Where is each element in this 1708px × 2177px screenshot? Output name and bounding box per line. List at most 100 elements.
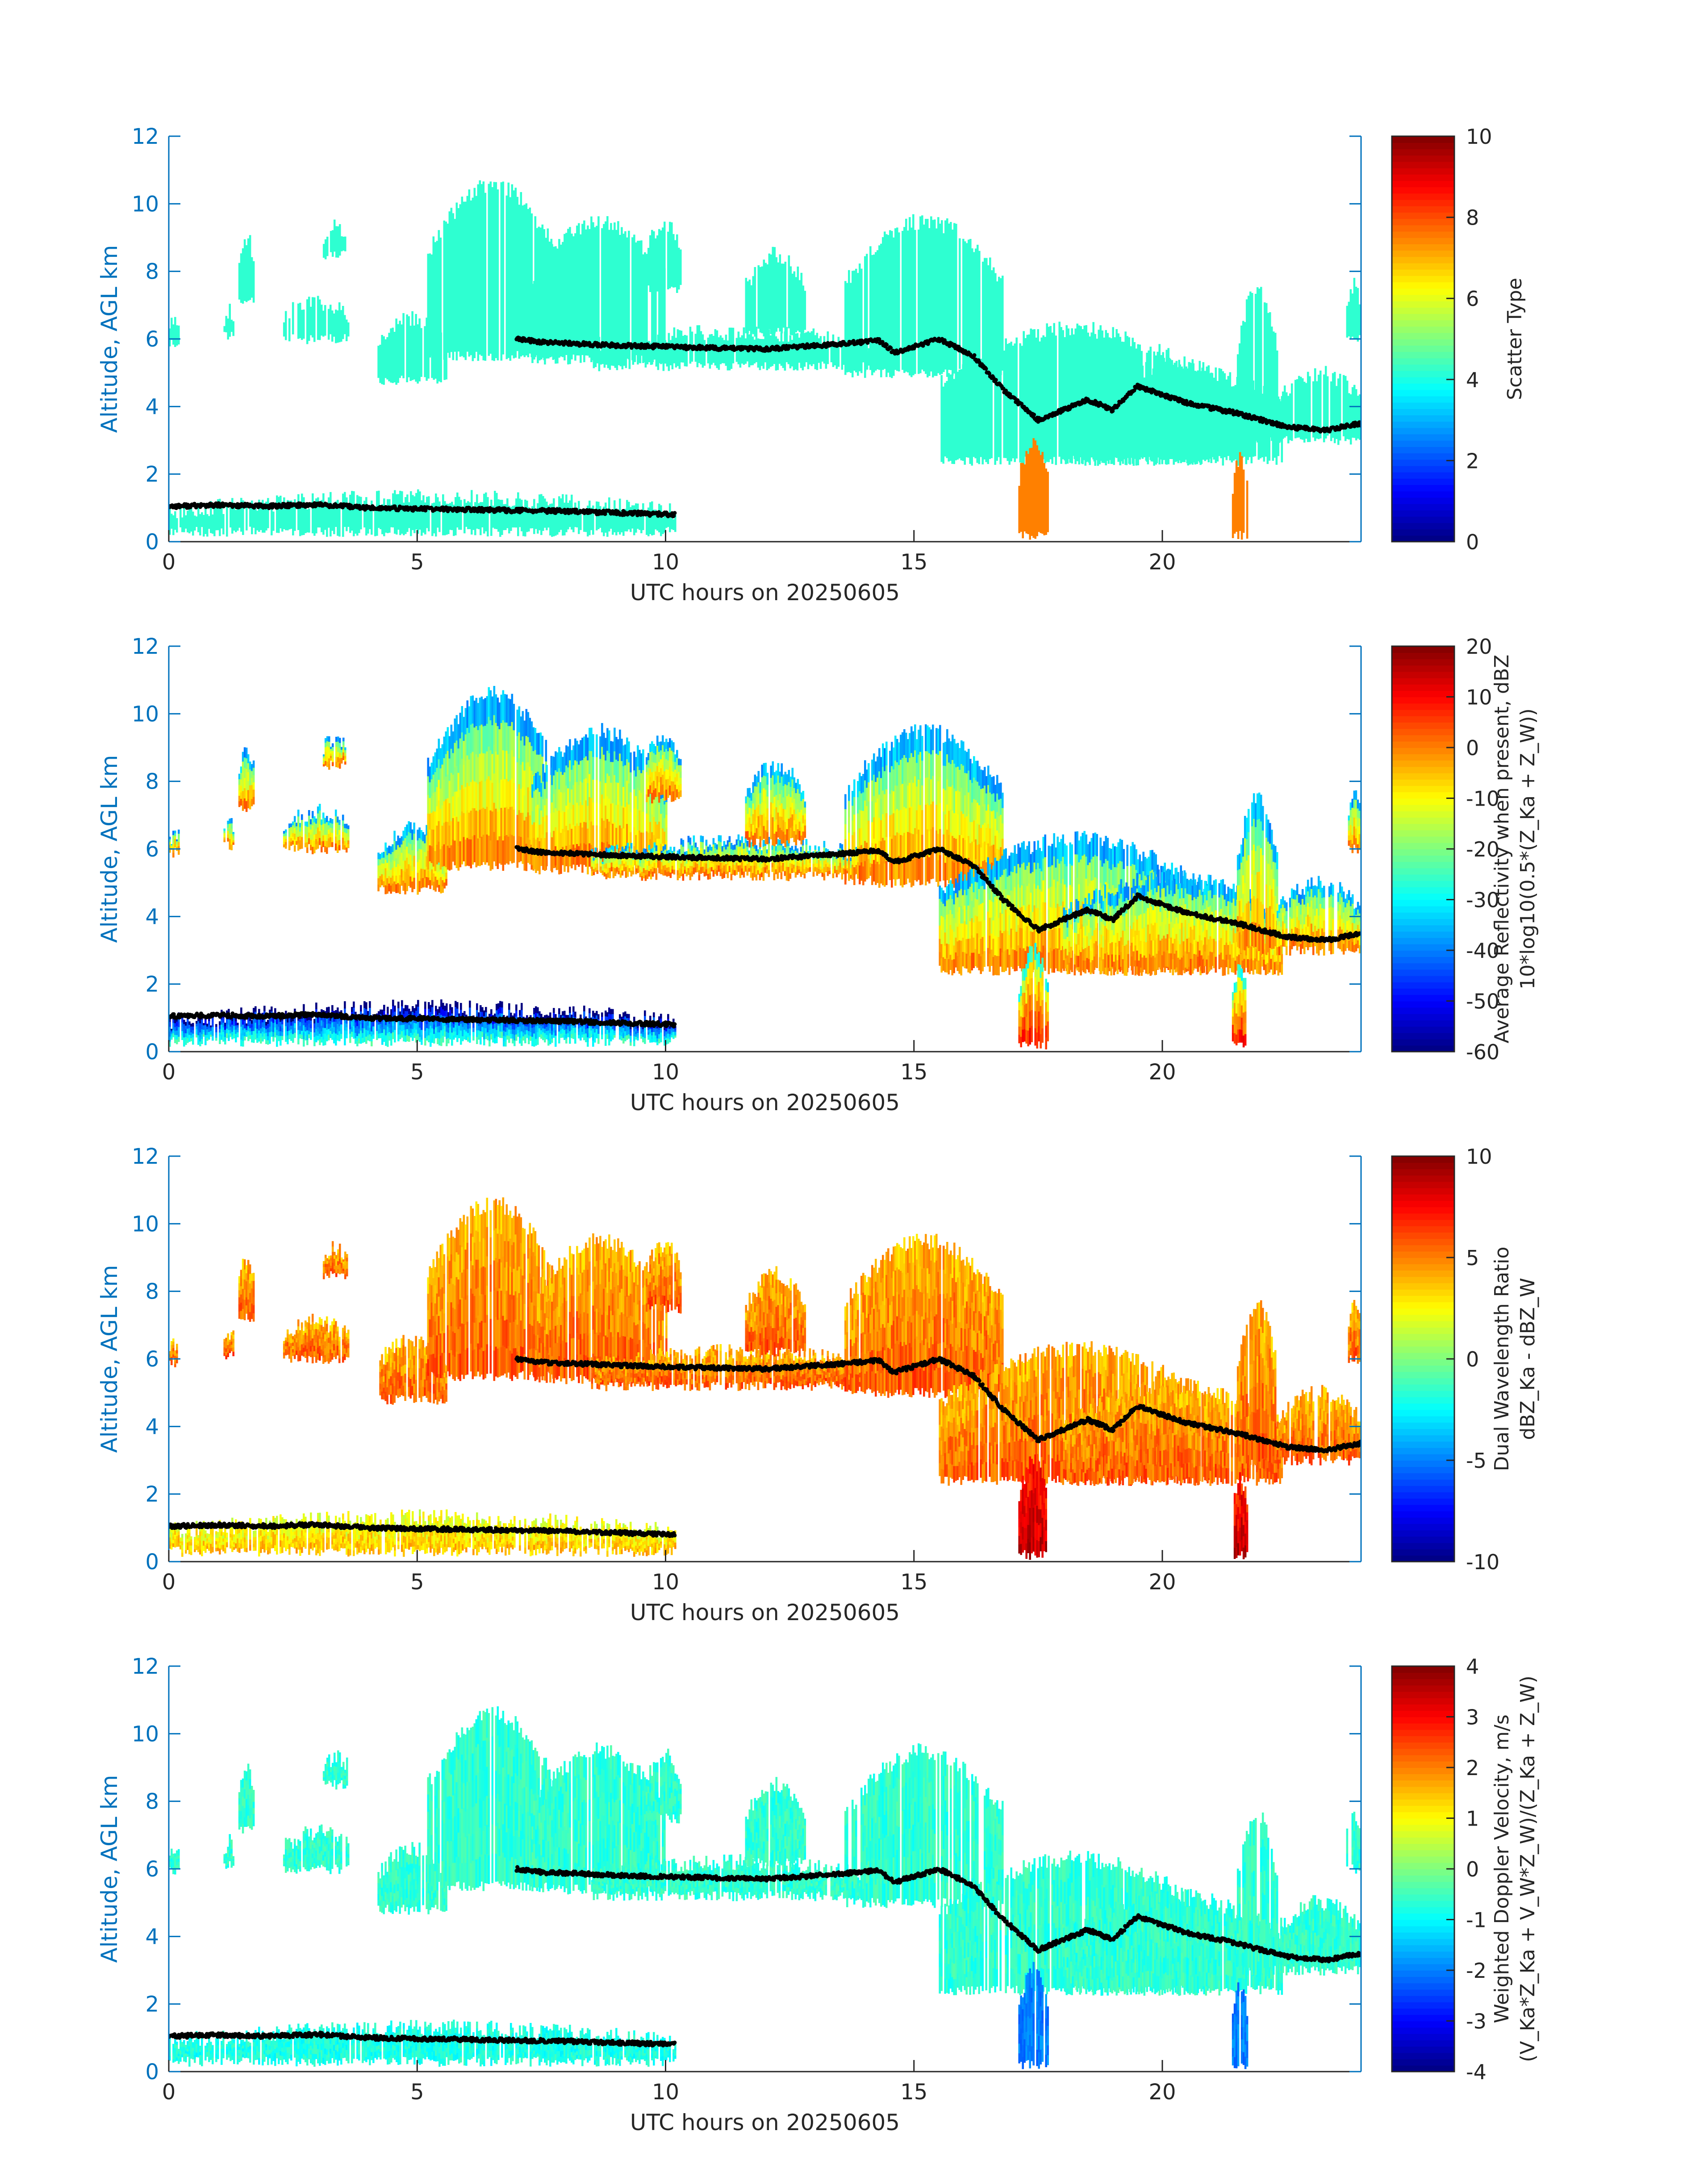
x-axis-label: UTC hours on 20250605 — [630, 1600, 900, 1625]
colorbar-tick-label: 10 — [1466, 685, 1492, 710]
colorbar-tick-label: 1 — [1466, 1807, 1479, 1831]
y-tick-label: 0 — [145, 1040, 159, 1065]
colorbar-label: Scatter Type — [1503, 278, 1526, 400]
x-tick-label: 10 — [652, 1060, 679, 1085]
x-tick-label: 20 — [1148, 2080, 1176, 2105]
y-axis-label: Altitude, AGL km — [96, 245, 122, 433]
colorbar-tick-label: 10 — [1466, 1145, 1492, 1169]
y-tick-label: 2 — [145, 1992, 159, 2017]
colorbar-label: (V_Ka*Z_Ka + V_W*Z_W)/(Z_Ka + Z_W) — [1516, 1676, 1539, 2062]
plot-area — [169, 1706, 1361, 2069]
colorbar-tick-label: 4 — [1466, 368, 1479, 392]
colorbar-tick-label: -4 — [1466, 2060, 1487, 2084]
x-tick-label: 15 — [900, 550, 927, 575]
x-tick-label: 15 — [900, 1570, 927, 1595]
x-tick-label: 0 — [162, 2080, 176, 2105]
colorbar-tick-label: 0 — [1466, 1347, 1479, 1371]
panel-1: 0 2 4 6 8 10 12 0 5 10 15 20 Altitude, AGL km UTC hou… — [96, 124, 1526, 606]
colorbar-tick-label: 3 — [1466, 1705, 1479, 1730]
y-tick-label: 4 — [145, 904, 159, 929]
plot-area — [169, 686, 1361, 1049]
y-tick-label: 6 — [145, 327, 159, 352]
x-tick-label: 15 — [900, 1060, 927, 1085]
colorbar: -10 -5 0 5 10 Dual Wavelength Ratio dBZ_Ka - d… — [1391, 1145, 1539, 1574]
y-tick-label: 8 — [145, 259, 159, 284]
colorbar-tick-label: -60 — [1466, 1040, 1499, 1064]
colorbar-tick-label: 2 — [1466, 1756, 1479, 1780]
x-tick-label: 10 — [652, 550, 679, 575]
plot-area — [169, 1197, 1361, 1560]
y-tick-label: 2 — [145, 1482, 159, 1507]
x-axis-label: UTC hours on 20250605 — [630, 2110, 900, 2135]
y-tick-label: 0 — [145, 1550, 159, 1575]
colorbar-tick-label: 0 — [1466, 530, 1479, 554]
x-tick-label: 5 — [410, 1060, 424, 1085]
x-tick-label: 5 — [410, 2080, 424, 2105]
x-tick-label: 15 — [900, 2080, 927, 2105]
x-tick-label: 0 — [162, 550, 176, 575]
y-tick-label: 12 — [132, 634, 159, 659]
x-tick-label: 20 — [1148, 1060, 1176, 1085]
y-tick-label: 4 — [145, 1924, 159, 1949]
x-tick-label: 0 — [162, 1060, 176, 1085]
colorbar-tick-label: -3 — [1466, 2010, 1487, 2034]
colorbar-tick-label: -10 — [1466, 787, 1499, 811]
colorbar-tick-label: 20 — [1466, 635, 1492, 659]
colorbar-tick-label: 8 — [1466, 206, 1479, 230]
y-tick-label: 10 — [132, 702, 159, 727]
y-tick-label: 4 — [145, 394, 159, 419]
panel-3: 0 2 4 6 8 10 12 0 5 10 15 20 Altitude, AGL km UTC hou… — [96, 1144, 1539, 1625]
colorbar-tick-label: 5 — [1466, 1246, 1479, 1270]
y-tick-label: 6 — [145, 1857, 159, 1882]
y-axis-label: Altitude, AGL km — [96, 1265, 122, 1453]
y-tick-label: 0 — [145, 2060, 159, 2085]
y-tick-label: 0 — [145, 530, 159, 555]
colorbar-label: 10*log10(0.5*(Z_Ka + Z_W)) — [1516, 708, 1539, 989]
colorbar-tick-label: 0 — [1466, 736, 1479, 760]
colorbar-tick-label: 6 — [1466, 287, 1479, 311]
colorbar-tick-label: -10 — [1466, 1550, 1499, 1574]
y-tick-label: 10 — [132, 1722, 159, 1747]
y-tick-label: 4 — [145, 1414, 159, 1439]
colorbar-tick-label: -20 — [1466, 837, 1499, 861]
y-axis-label: Altitude, AGL km — [96, 1775, 122, 1963]
colorbar-tick-label: 4 — [1466, 1655, 1479, 1679]
colorbar-tick-label: -1 — [1466, 1908, 1487, 1932]
colorbar-tick-label: 10 — [1466, 125, 1492, 149]
y-tick-label: 8 — [145, 1279, 159, 1304]
x-axis-label: UTC hours on 20250605 — [630, 580, 900, 606]
panel-2: 0 2 4 6 8 10 12 0 5 10 15 20 Altitude, AGL km UTC hou… — [96, 634, 1539, 1116]
y-tick-label: 8 — [145, 1789, 159, 1814]
x-tick-label: 10 — [652, 2080, 679, 2105]
x-tick-label: 5 — [410, 550, 424, 575]
y-tick-label: 10 — [132, 1212, 159, 1237]
colorbar: -4 -3 -2 -1 0 1 2 3 4 Weighted Doppler Velocity, … — [1391, 1655, 1539, 2084]
x-axis-label: UTC hours on 20250605 — [630, 1090, 900, 1116]
colorbar-tick-label: -40 — [1466, 939, 1499, 963]
y-tick-label: 6 — [145, 837, 159, 862]
y-tick-label: 10 — [132, 192, 159, 217]
y-tick-label: 2 — [145, 972, 159, 997]
colorbar-tick-label: -2 — [1466, 1959, 1487, 1983]
x-tick-label: 0 — [162, 1570, 176, 1595]
plot-area — [169, 180, 1361, 540]
colorbar-label: Average Reflectivity when present, dBZ — [1491, 655, 1513, 1044]
y-axis-label: Altitude, AGL km — [96, 755, 122, 943]
x-tick-label: 20 — [1148, 550, 1176, 575]
colorbar-tick-label: -50 — [1466, 990, 1499, 1014]
x-tick-label: 10 — [652, 1570, 679, 1595]
y-tick-label: 12 — [132, 1144, 159, 1169]
y-tick-label: 12 — [132, 1654, 159, 1679]
colorbar-tick-label: 2 — [1466, 449, 1479, 473]
colorbar: 0 2 4 6 8 10 Scatter Type — [1391, 125, 1526, 554]
y-tick-label: 12 — [132, 124, 159, 149]
colorbar-tick-label: -5 — [1466, 1449, 1487, 1473]
y-tick-label: 6 — [145, 1347, 159, 1372]
colorbar-tick-label: -30 — [1466, 888, 1499, 912]
colorbar-label: Weighted Doppler Velocity, m/s — [1491, 1714, 1513, 2023]
x-tick-label: 20 — [1148, 1570, 1176, 1595]
